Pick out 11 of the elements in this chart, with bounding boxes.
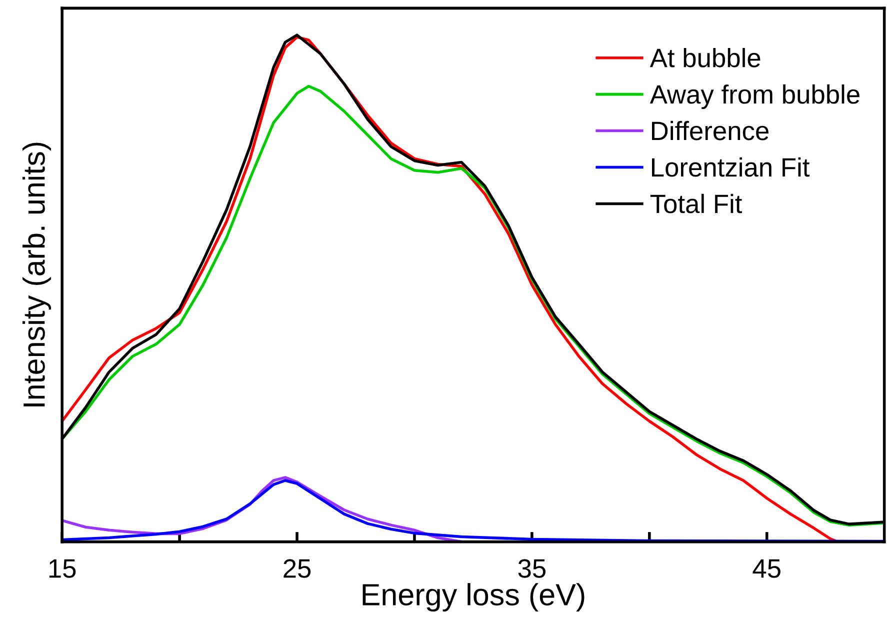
x-tick-label: 15 [49, 559, 76, 578]
x-axis-title: Energy loss (eV) [362, 583, 584, 612]
legend-label: Total Fit [650, 194, 742, 214]
legend-label: Lorentzian Fit [652, 157, 810, 177]
y-axis-title: Intensity (arb. units) [22, 142, 51, 406]
legend-label: Difference [652, 120, 768, 140]
legend-label: Away from bubble [650, 84, 860, 110]
x-tick-label: 35 [518, 559, 546, 578]
x-tick-label: 45 [752, 559, 780, 578]
legend-label: At bubble [650, 48, 760, 68]
x-tick-label: 25 [284, 559, 311, 578]
